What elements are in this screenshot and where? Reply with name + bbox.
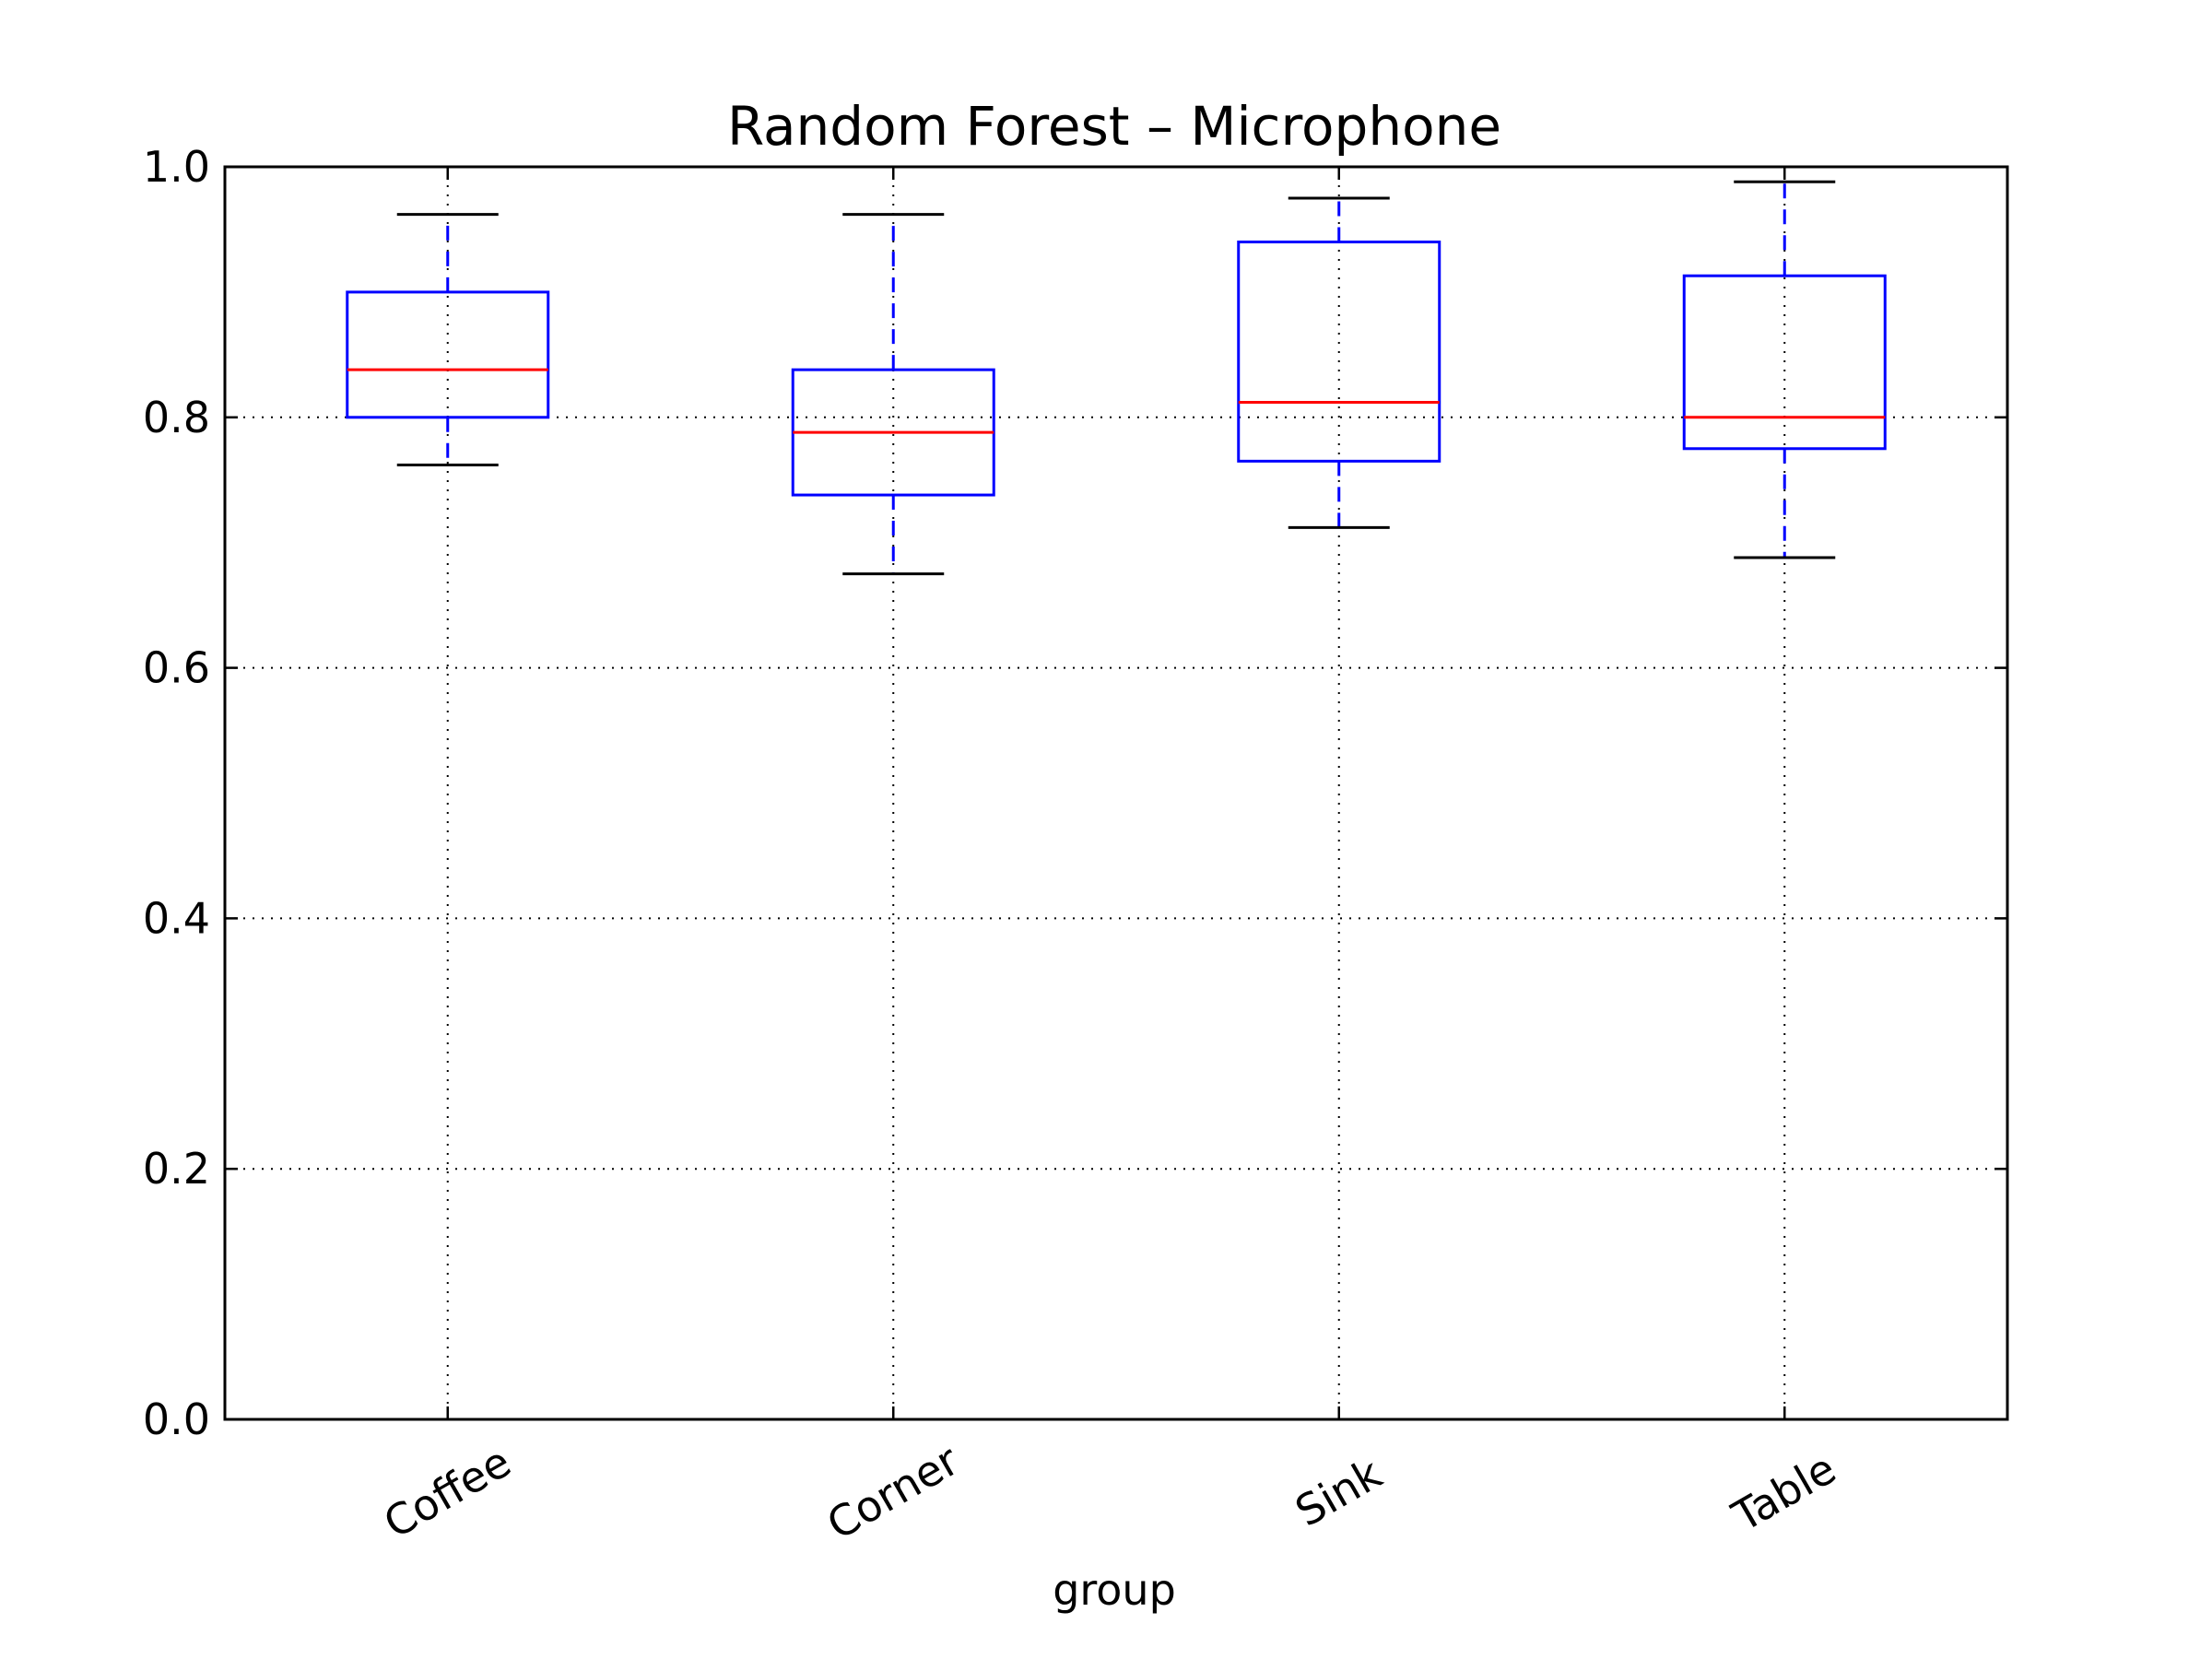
y-tick-label: 0.6 (143, 643, 210, 693)
x-tick-label: Sink (1287, 1448, 1390, 1536)
boxes (346, 180, 1887, 576)
x-tick-label: Corner (818, 1435, 967, 1549)
plot-area-frame (223, 165, 2009, 1421)
grid-lines (225, 167, 2007, 1419)
box-coffee (346, 213, 550, 466)
y-tick-label: 0.4 (143, 893, 210, 943)
y-tick-label: 1.0 (143, 142, 210, 192)
y-tick-label: 0.2 (143, 1144, 210, 1194)
axis-ticks: 0.0 0.2 0.4 0.6 0.8 1.0 Coffee Corner Sink Table (143, 142, 2007, 1549)
x-tick-label: Coffee (375, 1437, 519, 1548)
box-table (1682, 180, 1887, 559)
x-axis-label: group (1053, 1565, 1176, 1615)
iqr-box (1682, 274, 1887, 451)
box-corner (791, 213, 995, 576)
box-sink (1237, 196, 1441, 529)
iqr-box (1237, 241, 1441, 463)
x-tick-label: Table (1724, 1443, 1844, 1542)
iqr-box (346, 290, 550, 419)
chart-title: Random Forest – Microphone (727, 95, 1501, 158)
y-tick-label: 0.8 (143, 393, 210, 442)
y-tick-label: 0.0 (143, 1394, 210, 1444)
